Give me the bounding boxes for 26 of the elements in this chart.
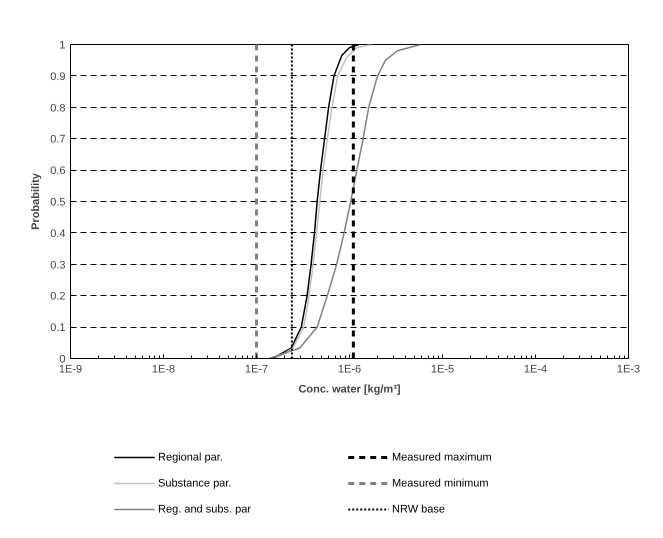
x-tick-label: 1E-6 xyxy=(338,364,362,376)
y-tick-label: 0.9 xyxy=(50,70,66,83)
y-tick-label: 0 xyxy=(59,354,66,366)
x-tick-label: 1E-3 xyxy=(616,364,640,376)
y-tick-label: 0.8 xyxy=(50,102,66,114)
x-axis-title: Conc. water [kg/m³] xyxy=(298,384,401,396)
y-tick-label: 0.4 xyxy=(50,228,66,240)
y-tick-label: 0.3 xyxy=(50,259,66,272)
x-tick-label: 1E-5 xyxy=(430,364,454,376)
legend-label: Reg. and subs. par xyxy=(158,504,252,516)
y-tick-label: 0.1 xyxy=(50,322,66,334)
legend-label: NRW base xyxy=(392,504,445,516)
x-tick-label: 1E-9 xyxy=(58,364,82,376)
y-tick-label: 1 xyxy=(59,40,66,52)
y-tick-label: 0.5 xyxy=(50,196,66,208)
y-tick-label: 0.6 xyxy=(50,165,66,178)
x-tick-label: 1E-4 xyxy=(524,364,548,376)
x-tick-label: 1E-8 xyxy=(152,364,176,376)
legend-label: Measured minimum xyxy=(392,478,489,490)
legend-label: Measured maximum xyxy=(392,452,492,464)
y-tick-label: 0.7 xyxy=(50,134,66,146)
x-tick-label: 1E-7 xyxy=(244,364,268,376)
legend-label: Regional par. xyxy=(158,452,223,464)
legend-label: Substance par. xyxy=(158,478,232,490)
y-axis-title: Probability xyxy=(30,172,42,230)
y-tick-label: 0.2 xyxy=(50,290,66,303)
